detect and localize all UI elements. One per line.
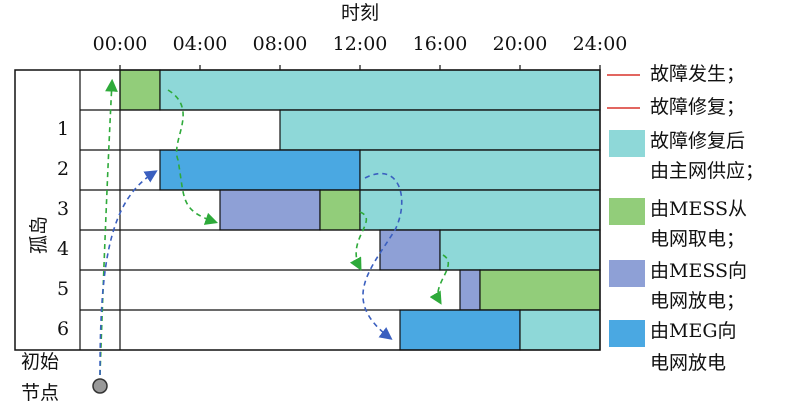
legend-swatch [609,198,645,225]
start-label: 初始 [21,351,59,373]
legend-swatch [609,320,645,347]
legend-label: 电网放电； [650,290,745,312]
segment [519,309,601,351]
frame [14,69,601,351]
row-label: 2 [57,158,69,180]
x-axis-title: 时刻 [341,2,379,24]
x-tick-label: 08:00 [253,33,308,55]
legend-swatch [609,260,645,287]
x-tick-label: 20:00 [493,33,548,55]
segment [379,229,441,271]
x-tick-label: 24:00 [573,33,628,55]
legend-label: 电网取电； [650,228,745,250]
segment [359,149,601,191]
legend-label: 故障发生； [650,63,745,85]
segment [439,229,601,271]
segment [279,109,601,151]
legend-label: 故障修复后 [650,130,745,152]
segment [319,189,361,231]
row-label: 3 [57,198,69,220]
legend-label: 电网放电 [650,352,726,374]
x-tick-label: 00:00 [93,33,148,55]
legend-swatch [609,130,645,157]
start-node [92,378,108,394]
x-tick-label: 12:00 [333,33,388,55]
segment [399,309,521,351]
legend-label: 由MESS从 [650,198,747,220]
legend-label: 由MEG向 [650,320,737,342]
x-tick-label: 16:00 [413,33,468,55]
legend-label: 由主网供应； [650,160,764,182]
segment [479,269,601,311]
segment [159,149,361,191]
legend-label: 由MESS向 [650,260,747,282]
segment [359,189,601,231]
segment [159,69,601,111]
row-label: 5 [57,278,69,300]
y-axis-title: 孤岛 [28,216,50,254]
segment [119,69,161,111]
route-arrows [99,78,450,376]
row-label: 6 [57,318,69,340]
row-label: 4 [57,238,69,260]
segment [219,189,321,231]
start-label: 节点 [21,382,59,404]
legend-label: 故障修复； [650,96,745,118]
row-label: 1 [57,118,69,140]
x-tick-label: 04:00 [173,33,228,55]
segment [459,269,481,311]
